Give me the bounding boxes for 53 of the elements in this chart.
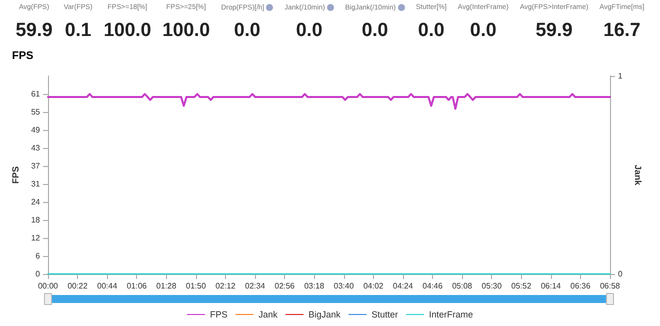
x-tick-label: 00:44 bbox=[97, 282, 118, 290]
legend-label: Jank bbox=[258, 310, 278, 320]
y-tick-label: 31 bbox=[31, 180, 41, 188]
text: 16.7 bbox=[603, 20, 640, 41]
x-tick-label: 01:06 bbox=[126, 282, 148, 290]
y-axis-title: FPS bbox=[10, 166, 21, 184]
x-tick-label: 06:14 bbox=[540, 282, 562, 290]
text: 0.0 bbox=[296, 20, 322, 41]
text: 100.0 bbox=[162, 20, 210, 41]
y-tick-label: 61 bbox=[31, 90, 41, 98]
x-tick-label: 05:30 bbox=[482, 282, 502, 290]
legend-label: Stutter bbox=[372, 310, 398, 320]
text: 0.1 bbox=[64, 20, 92, 41]
y-tick-label: 49 bbox=[31, 126, 41, 134]
x-tick-label: 03:40 bbox=[334, 282, 354, 290]
x-tick-label: 05:52 bbox=[511, 282, 532, 290]
x-tick-label: 06:58 bbox=[600, 282, 621, 290]
text: 0.0 bbox=[418, 20, 444, 41]
x-tick-label: 04:46 bbox=[422, 282, 444, 290]
x-tick-label: 02:34 bbox=[245, 282, 266, 290]
y-tick-label: 24 bbox=[31, 198, 41, 206]
y2-tick-label: 1 bbox=[618, 72, 623, 80]
x-tick-label: 02:12 bbox=[215, 282, 236, 290]
x-tick-label: 00:00 bbox=[38, 282, 59, 290]
y-tick-label: 37 bbox=[31, 162, 41, 170]
legend-label: FPS bbox=[210, 310, 228, 320]
x-tick-label: 01:50 bbox=[186, 282, 206, 290]
text: 59.9 bbox=[16, 20, 53, 41]
y2-tick-label: 0 bbox=[618, 270, 623, 278]
text: 0.0 bbox=[470, 20, 496, 41]
text: 100.0 bbox=[104, 20, 152, 41]
text: 0.0 bbox=[362, 20, 388, 41]
y-tick-label: 18 bbox=[31, 216, 41, 224]
x-tick-label: 04:24 bbox=[392, 282, 414, 290]
y-tick-label: 0 bbox=[36, 270, 41, 278]
line-series bbox=[47, 93, 611, 110]
y-tick-label: 6 bbox=[36, 252, 41, 260]
y2-axis-title: Jank bbox=[632, 164, 643, 186]
y-tick-label: 12 bbox=[31, 234, 41, 242]
chart-title: FPS bbox=[11, 49, 34, 64]
x-tick-label: 01:28 bbox=[156, 282, 177, 290]
text: 0.0 bbox=[234, 20, 260, 41]
y-tick-label: 55 bbox=[31, 108, 41, 116]
x-tick-label: 06:36 bbox=[570, 282, 591, 290]
legend-label: BigJank bbox=[308, 310, 342, 320]
legend-label: InterFrame bbox=[429, 310, 474, 320]
x-tick-label: 04:02 bbox=[363, 282, 384, 290]
x-tick-label: 02:56 bbox=[274, 282, 296, 290]
y-tick-label: 43 bbox=[31, 144, 41, 152]
x-tick-label: 03:18 bbox=[304, 282, 325, 290]
x-tick-label: 00:22 bbox=[68, 282, 88, 290]
x-tick-label: 05:08 bbox=[452, 282, 473, 290]
text: 59.9 bbox=[536, 20, 573, 41]
